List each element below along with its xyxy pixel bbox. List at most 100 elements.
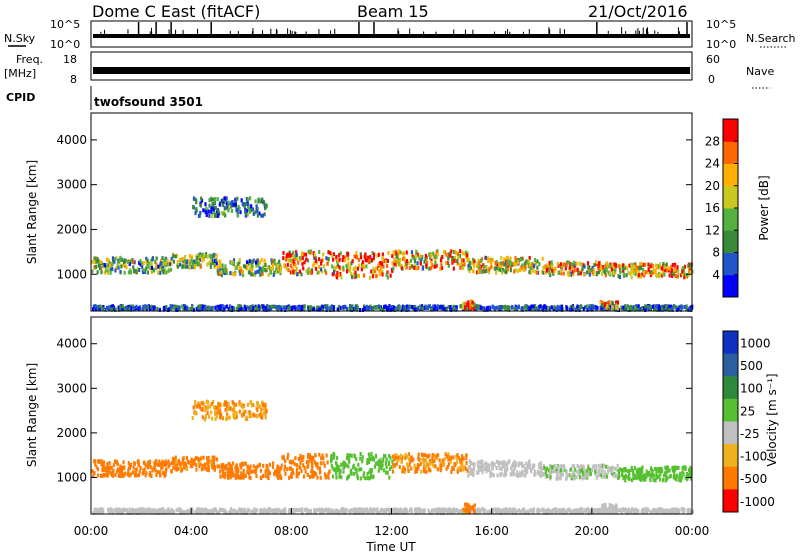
scatter-cell bbox=[513, 261, 517, 266]
scatter-cell bbox=[178, 257, 181, 262]
scatter-cell bbox=[128, 464, 131, 469]
scatter-cell bbox=[632, 476, 635, 481]
scatter-cell bbox=[355, 470, 358, 475]
scatter-cell bbox=[340, 475, 343, 480]
scatter-cell bbox=[310, 461, 314, 466]
scatter-cell bbox=[158, 459, 161, 464]
scatter-cell bbox=[588, 272, 591, 277]
scatter-cell bbox=[445, 454, 449, 459]
scatter-cell bbox=[415, 266, 418, 271]
scatter-cell bbox=[123, 508, 126, 513]
scatter-cell bbox=[538, 465, 541, 470]
scatter-cell bbox=[314, 453, 317, 458]
scatter-cell bbox=[205, 510, 208, 515]
scatter-cell bbox=[599, 508, 602, 513]
scatter-cell bbox=[269, 270, 272, 275]
scatter-cell bbox=[386, 275, 389, 280]
scatter-cell bbox=[193, 461, 196, 466]
scatter-cell bbox=[138, 306, 141, 311]
scatter-cell bbox=[539, 474, 542, 479]
scatter-cell bbox=[370, 269, 373, 274]
scatter-cell bbox=[135, 270, 138, 275]
scatter-cell bbox=[225, 268, 228, 273]
scatter-cell bbox=[309, 270, 312, 275]
nave-tick-top: 60 bbox=[706, 53, 720, 66]
scatter-cell bbox=[557, 263, 560, 268]
scatter-cell bbox=[472, 467, 475, 472]
scatter-cell bbox=[322, 460, 325, 465]
scatter-cell bbox=[225, 271, 228, 276]
scatter-cell bbox=[589, 304, 592, 309]
scatter-cell bbox=[464, 250, 468, 255]
scatter-cell bbox=[249, 414, 252, 419]
scatter-cell bbox=[106, 465, 109, 470]
scatter-cell bbox=[346, 453, 349, 458]
scatter-cell bbox=[590, 306, 593, 311]
scatter-cell bbox=[460, 260, 464, 265]
scatter-cell bbox=[643, 507, 646, 512]
scatter-cell bbox=[311, 307, 315, 312]
scatter-cell bbox=[647, 267, 650, 272]
scatter-cell bbox=[576, 463, 579, 468]
scatter-cell bbox=[121, 468, 124, 473]
scatter-cell bbox=[444, 452, 447, 457]
scatter-cell bbox=[381, 252, 384, 257]
scatter-cell bbox=[539, 470, 543, 475]
scatter-cell bbox=[397, 249, 400, 254]
scatter-cell bbox=[253, 272, 256, 277]
scatter-cell bbox=[106, 270, 110, 275]
scatter-cell bbox=[335, 264, 338, 269]
scatter-cell bbox=[234, 475, 237, 480]
scatter-cell bbox=[97, 473, 100, 478]
scatter-cell bbox=[327, 475, 330, 480]
scatter-cell bbox=[676, 265, 679, 270]
scatter-cell bbox=[649, 466, 653, 471]
scatter-cell bbox=[157, 264, 160, 269]
scatter-cell bbox=[654, 268, 657, 273]
scatter-cell bbox=[425, 458, 428, 463]
scatter-cell bbox=[342, 305, 345, 310]
scatter-cell bbox=[500, 466, 503, 471]
scatter-cell bbox=[322, 456, 325, 461]
scatter-cell bbox=[587, 466, 590, 471]
scatter-cell bbox=[339, 508, 342, 513]
scatter-cell bbox=[394, 262, 398, 267]
scatter-cell bbox=[91, 469, 94, 474]
scatter-cell bbox=[176, 307, 179, 312]
scatter-cell bbox=[169, 267, 173, 272]
scatter-cell bbox=[233, 416, 237, 421]
scatter-cell bbox=[556, 474, 559, 479]
scatter-cell bbox=[218, 508, 221, 513]
scatter-cell bbox=[442, 461, 446, 466]
scatter-cell bbox=[503, 262, 506, 267]
scatter-cell bbox=[139, 259, 142, 264]
scatter-cell bbox=[614, 474, 617, 479]
scatter-cell bbox=[336, 307, 339, 312]
scatter-cell bbox=[233, 409, 236, 414]
scatter-cell bbox=[338, 253, 341, 258]
scatter-cell bbox=[452, 307, 455, 312]
scatter-cell bbox=[238, 265, 241, 270]
scatter-cell bbox=[408, 459, 412, 464]
scatter-cell bbox=[450, 249, 453, 254]
scatter-cell bbox=[624, 468, 628, 473]
scatter-cell bbox=[587, 463, 590, 468]
scatter-cell bbox=[305, 268, 308, 273]
scatter-cell bbox=[430, 258, 433, 263]
scatter-cell bbox=[585, 270, 589, 275]
scatter-cell bbox=[106, 473, 109, 478]
scatter-cell bbox=[206, 406, 209, 411]
scatter-cell bbox=[335, 466, 339, 471]
scatter-cell bbox=[610, 267, 614, 272]
scatter-cell bbox=[443, 457, 446, 462]
scatter-cell bbox=[496, 473, 499, 478]
scatter-cell bbox=[254, 210, 257, 215]
scatter-cell bbox=[468, 470, 472, 475]
scatter-cell bbox=[581, 470, 585, 475]
scatter-cell bbox=[503, 257, 506, 262]
scatter-cell bbox=[652, 477, 655, 482]
scatter-cell bbox=[485, 269, 488, 274]
scatter-cell bbox=[215, 457, 219, 462]
scatter-cell bbox=[399, 258, 402, 263]
scatter-cell bbox=[450, 455, 453, 460]
